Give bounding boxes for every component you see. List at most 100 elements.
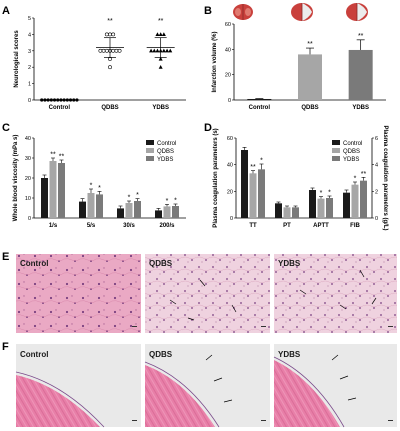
arrow-icon [359,269,365,278]
significance-label: ** [361,171,367,178]
legend-swatch [146,148,154,153]
data-point [158,65,163,69]
y-axis-label: Plasma coagulation parameters (s) [213,128,219,227]
significance-label: * [328,190,331,197]
bar [360,180,367,218]
y-axis-label: Whole blood viscosity (mPa s) [13,135,19,222]
y-tick-label: 0 [230,216,233,222]
arrow-icon [187,317,195,321]
data-point [161,32,166,36]
bar [49,161,57,218]
data-point [158,56,163,61]
bar [134,201,141,218]
y-tick-label: 20 [225,73,231,79]
x-category-label: APTT [313,223,329,229]
x-category-label: 200/s [159,223,175,229]
legend-label: QDBS [343,149,360,155]
panel-label-f: F [2,341,9,353]
significance-label: * [90,183,93,190]
significance-label: * [128,195,131,202]
histology-f-qdbs: QDBS [144,344,270,428]
bar [298,54,322,100]
histology-e-control: Control [16,254,141,333]
panel-label-e: E [2,251,9,263]
bar [58,163,65,218]
y2-tick-label: 0 [375,216,378,222]
y-tick-label: 2 [28,65,31,71]
data-point [152,48,157,53]
histology-e-qdbs: QDBS [145,254,270,333]
bar [326,198,333,218]
significance-label: ** [59,154,65,161]
bar [172,206,179,218]
data-point [104,48,109,53]
significance-label: * [260,158,263,165]
legend-label: Control [157,141,176,147]
y-tick-label: 0 [28,216,31,222]
x-category-label: QDBS [301,105,318,111]
x-category-label: YDBS [352,105,369,111]
bar [351,184,359,218]
arrow-icon [331,354,339,361]
arrow-icon [339,304,347,310]
legend-label: Control [343,141,362,147]
bar [292,207,299,218]
significance-label: ** [307,41,313,48]
arrow-icon [347,397,357,401]
histology-f-ydbs-label: YDBS [278,350,301,359]
data-point [108,65,112,70]
chart-infarction-volume: 0 20 40 60 Infarction volume (%) Control ** QDB… [212,22,386,111]
data-point [101,48,106,53]
data-point [43,98,47,102]
histology-f-ydbs: YDBS [273,344,397,428]
arrow-icon [199,279,206,287]
y2-tick-label: 2 [375,189,378,195]
significance-label: * [174,198,177,205]
bar [343,192,350,218]
arrow-icon [371,297,377,305]
significance-label: * [320,190,323,197]
y2-tick-label: 4 [375,163,378,169]
y2-axis-label: Plasma coagulation parameters (g/L) [382,125,388,230]
bar [96,194,103,218]
data-point [168,48,173,53]
arrow-icon [299,289,307,295]
x-category-label: 1/s [49,223,58,229]
arrow-icon [231,304,237,313]
histology-e-ydbs: YDBS [274,254,397,333]
data-point [117,48,122,53]
significance-label: ** [50,152,56,159]
y-tick-label: 4 [28,32,31,38]
data-point [72,98,76,102]
panel-label-d: D [204,122,212,134]
bar [317,198,325,218]
data-point [75,98,79,102]
arrow-icon [213,377,223,382]
data-point [161,48,166,53]
bar [283,207,291,218]
panel-label-b: B [204,5,212,17]
x-category-label: FIB [350,223,360,229]
y-tick-label: 3 [28,49,31,55]
data-point [104,32,109,37]
legend-swatch [332,156,340,161]
data-point [40,98,44,102]
legend-swatch [146,140,154,145]
bar [155,210,162,218]
x-category-label: 5/s [87,223,96,229]
histology-e-ydbs-label: YDBS [278,259,301,268]
data-point [111,32,116,37]
bar [249,173,257,218]
y-tick-label: 20 [227,189,233,195]
y-tick-label: 30 [25,156,31,162]
data-point [155,48,160,53]
y-tick-label: 60 [225,22,231,28]
y-axis-label: Infarction volume (%) [212,31,218,92]
histology-e-qdbs-label: QDBS [149,259,173,268]
data-point [149,48,154,53]
y-tick-label: 40 [227,163,233,169]
brain-slice-ydbs [346,3,368,21]
data-point [108,32,112,37]
x-category-label: PT [283,223,291,229]
brain-slice-qdbs [291,3,313,21]
